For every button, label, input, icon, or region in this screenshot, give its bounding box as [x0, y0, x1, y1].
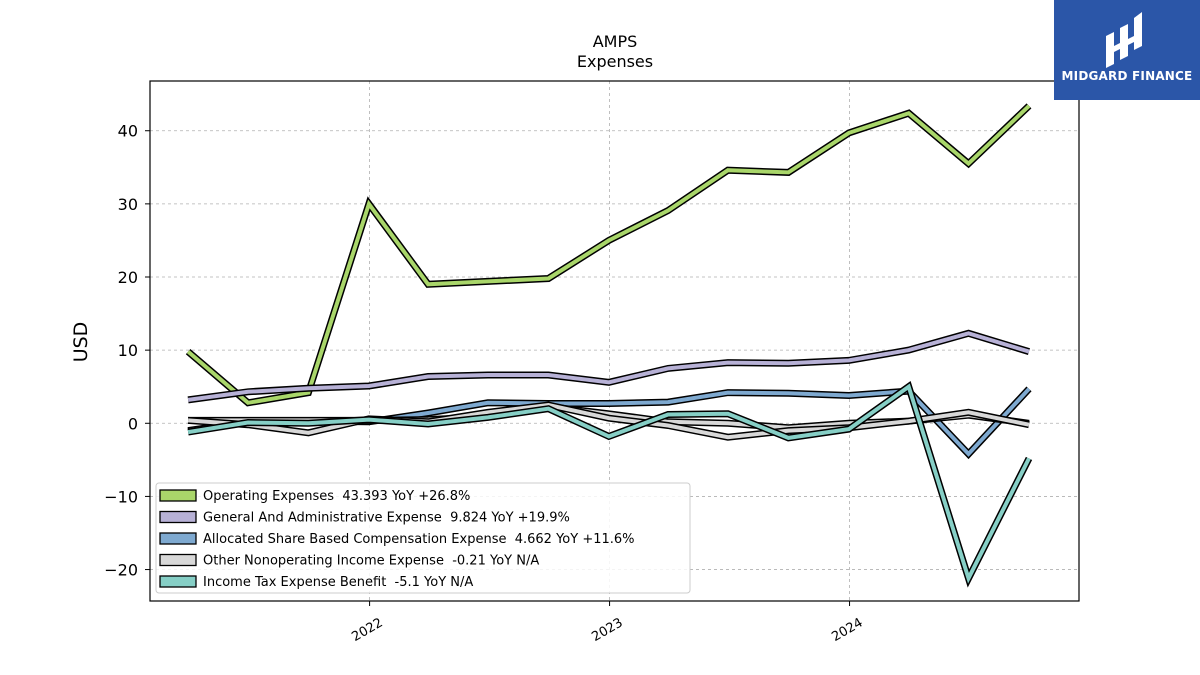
plot-area-frame: [149, 80, 1080, 602]
legend-label: Operating Expenses 43.393 YoY +26.8%: [203, 489, 470, 504]
legend-swatch: [159, 575, 197, 588]
series-line-0: [186, 104, 1031, 405]
y-axis-label: USD: [70, 322, 92, 363]
midgard-finance-logo: MIDGARD FINANCE: [1054, 0, 1200, 100]
y-tick-label: 10: [118, 341, 138, 360]
y-tick-label: −10: [104, 487, 138, 506]
y-tick-label: 20: [118, 268, 138, 287]
y-tick-label: 40: [118, 122, 138, 141]
legend: Operating Expenses 43.393 YoY +26.8% Gene…: [155, 482, 691, 594]
legend-label: Income Tax Expense Benefit -5.1 YoY N/A: [203, 575, 473, 590]
series-line-5: [187, 383, 1031, 584]
midgard-logo-icon: [1106, 12, 1142, 68]
legend-label: Allocated Share Based Compensation Expen…: [203, 532, 635, 547]
series-outline-0: [185, 103, 1032, 407]
legend-swatch: [159, 510, 197, 524]
legend-swatch: [159, 489, 197, 502]
chart-subtitle: Expenses: [577, 52, 653, 71]
series-lines: [185, 103, 1033, 588]
x-tick-label: 2023: [589, 615, 625, 645]
legend-label: Other Nonoperating Income Expense -0.21 …: [203, 554, 539, 569]
legend-swatch: [159, 532, 197, 545]
logo-text: MIDGARD FINANCE: [1061, 69, 1193, 83]
series-line-4: [187, 402, 1030, 440]
x-tick-label: 2024: [829, 615, 865, 645]
y-tick-label: −20: [104, 561, 138, 580]
y-tick-label: 30: [118, 195, 138, 214]
x-tick-label: 2022: [349, 615, 385, 645]
legend-label: General And Administrative Expense 9.824…: [203, 511, 570, 526]
legend-box: [155, 482, 691, 594]
y-tick-label: 0: [128, 414, 138, 433]
legend-swatch: [159, 553, 197, 567]
chart-title: AMPS: [593, 32, 638, 51]
series-line-1: [187, 331, 1030, 402]
